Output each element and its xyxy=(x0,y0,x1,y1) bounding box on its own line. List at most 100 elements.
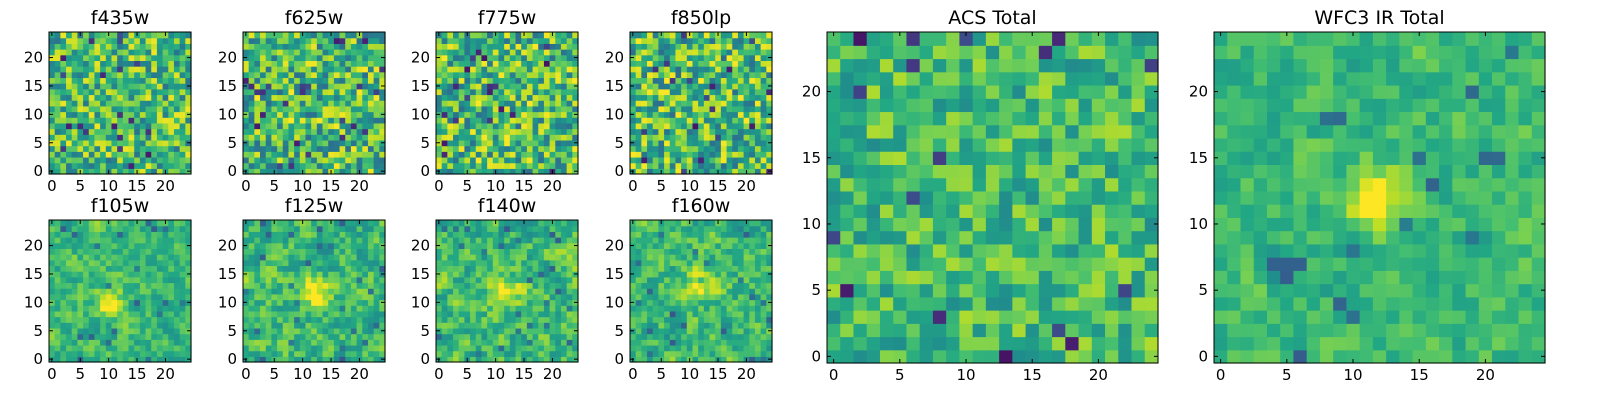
heatmap-cell xyxy=(316,225,324,232)
heatmap-cell xyxy=(498,100,505,107)
heatmap-cell xyxy=(367,151,375,158)
panel-title: f105w xyxy=(91,195,150,217)
heatmap-cell xyxy=(475,305,483,312)
heatmap-cell xyxy=(294,145,301,152)
heatmap-cell xyxy=(145,94,152,101)
heatmap-cell xyxy=(726,128,733,135)
heatmap-cell xyxy=(760,83,767,90)
heatmap-cell xyxy=(367,88,375,96)
heatmap-cell xyxy=(498,60,505,67)
heatmap-cell xyxy=(151,88,158,96)
heatmap-cell xyxy=(299,145,307,152)
heatmap-cell xyxy=(122,32,130,39)
heatmap-cell xyxy=(128,32,135,39)
heatmap-cell xyxy=(83,333,90,340)
heatmap-cell xyxy=(658,139,665,147)
heatmap-cell xyxy=(464,117,471,124)
heatmap-cell xyxy=(139,139,147,147)
heatmap-cell xyxy=(760,350,767,357)
heatmap-cell xyxy=(83,299,90,306)
heatmap-cell xyxy=(447,94,454,101)
heatmap-cell xyxy=(521,254,528,261)
heatmap-cell xyxy=(271,43,278,50)
heatmap-cell xyxy=(316,122,324,130)
heatmap-cell xyxy=(436,322,443,329)
heatmap-cell xyxy=(555,156,562,164)
heatmap-cell xyxy=(766,37,773,44)
heatmap-cell xyxy=(356,327,363,335)
heatmap-cell xyxy=(367,288,375,295)
heatmap-cell xyxy=(179,282,186,289)
heatmap-cell xyxy=(526,111,534,118)
heatmap-cell xyxy=(555,83,562,90)
heatmap-cell xyxy=(703,88,711,96)
heatmap-cell xyxy=(458,316,465,323)
heatmap-cell xyxy=(128,156,135,164)
heatmap-cell xyxy=(470,122,477,130)
heatmap-cell xyxy=(709,60,716,67)
heatmap-cell xyxy=(311,293,318,301)
heatmap-cell xyxy=(367,162,375,169)
x-tick-label: 20 xyxy=(156,177,175,195)
heatmap-cell xyxy=(288,265,295,272)
heatmap-cell xyxy=(277,327,284,335)
heatmap-cell xyxy=(156,66,164,73)
heatmap-cell xyxy=(373,344,380,352)
heatmap-cell xyxy=(173,344,181,352)
heatmap-cell xyxy=(139,54,147,61)
heatmap-cell xyxy=(664,310,671,318)
heatmap-cell xyxy=(447,356,454,363)
heatmap-cell xyxy=(658,288,665,295)
heatmap-cell xyxy=(658,271,665,278)
heatmap-cell xyxy=(669,299,677,306)
heatmap-cell xyxy=(367,339,375,346)
heatmap-cell xyxy=(294,77,301,84)
heatmap-cell xyxy=(139,237,147,244)
heatmap-cell xyxy=(71,162,78,169)
heatmap-cell xyxy=(669,322,677,329)
heatmap-cell xyxy=(686,151,694,158)
heatmap-cell xyxy=(549,77,556,84)
heatmap-cell xyxy=(652,49,659,56)
panel-title: f775w xyxy=(478,7,537,29)
heatmap-cell xyxy=(566,37,573,44)
heatmap-cell xyxy=(453,259,460,267)
heatmap-cell xyxy=(117,356,124,363)
heatmap-cell xyxy=(122,43,130,50)
heatmap-cell xyxy=(60,242,67,249)
heatmap-cell xyxy=(373,117,380,124)
heatmap-cell xyxy=(441,54,448,61)
heatmap-cell xyxy=(139,94,147,101)
heatmap-cell xyxy=(470,339,477,346)
heatmap-cell xyxy=(453,32,460,39)
heatmap-cell xyxy=(362,344,369,352)
heatmap-cell xyxy=(362,327,369,335)
heatmap-cell xyxy=(681,356,688,363)
heatmap-cell xyxy=(686,305,694,312)
heatmap-cell xyxy=(630,344,637,352)
heatmap-cell xyxy=(248,162,255,169)
heatmap-cell xyxy=(521,100,528,107)
heatmap-cell xyxy=(49,316,56,323)
heatmap-cell xyxy=(299,288,307,295)
heatmap-cell xyxy=(737,282,745,289)
heatmap-cell xyxy=(572,37,579,44)
heatmap-cell xyxy=(498,83,505,90)
heatmap-cell xyxy=(754,37,762,44)
heatmap-cell xyxy=(487,145,494,152)
heatmap-cell xyxy=(134,322,141,329)
heatmap-cell xyxy=(555,220,562,227)
heatmap-cell xyxy=(709,339,716,346)
heatmap-cell xyxy=(732,105,739,113)
heatmap-cell xyxy=(698,77,705,84)
heatmap-cell xyxy=(111,305,118,312)
heatmap-cell xyxy=(726,316,733,323)
heatmap-cell xyxy=(532,83,539,90)
heatmap-cell xyxy=(481,310,488,318)
heatmap-cell xyxy=(492,293,500,301)
heatmap-cell xyxy=(265,344,272,352)
heatmap-cell xyxy=(60,32,67,39)
heatmap-cell xyxy=(100,156,107,164)
heatmap-cell xyxy=(185,305,192,312)
heatmap-cell xyxy=(294,327,301,335)
